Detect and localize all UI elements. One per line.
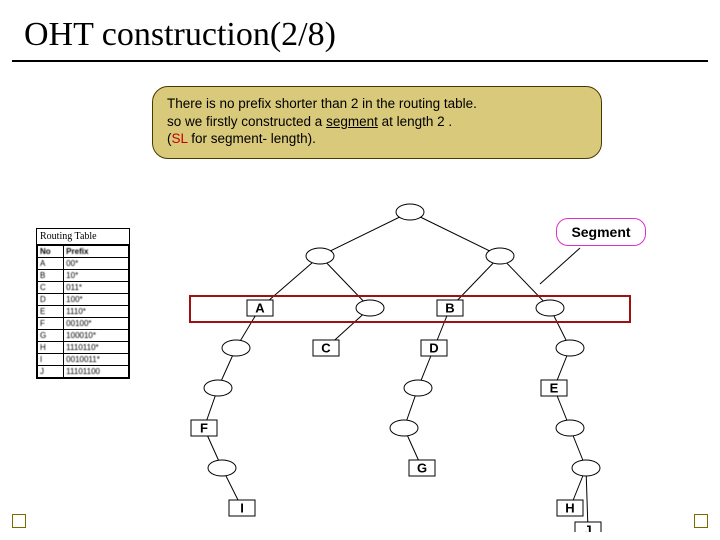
table-row: F00100* <box>38 318 129 330</box>
tree-node <box>404 380 432 396</box>
table-row: B10* <box>38 270 129 282</box>
routing-col: No <box>38 246 64 258</box>
tree-edge <box>586 468 588 530</box>
table-row: D100* <box>38 294 129 306</box>
table-row: C011* <box>38 282 129 294</box>
explanation-callout: There is no prefix shorter than 2 in the… <box>152 86 602 159</box>
tree-node <box>536 300 564 316</box>
routing-col: Prefix <box>64 246 129 258</box>
tree-node-label: C <box>321 340 331 355</box>
callout-line3-b: for segment- length). <box>188 131 316 146</box>
callout-line2-a: so we firstly constructed a <box>167 114 326 129</box>
tree-node <box>390 420 418 436</box>
tree-node <box>208 460 236 476</box>
tree-node-label: J <box>584 522 591 532</box>
corner-square-right <box>694 514 708 528</box>
tree-diagram: A B C D E F G I HJ <box>150 192 690 532</box>
callout-line1: There is no prefix shorter than 2 in the… <box>167 95 587 113</box>
sl-abbrev: SL <box>172 131 188 146</box>
tree-node-label: E <box>550 380 559 395</box>
corner-square-left <box>12 514 26 528</box>
tree-node-label: F <box>200 420 208 435</box>
tree-node-label: I <box>240 500 244 515</box>
routing-table-body: NoPrefix A00*B10*C011*D100*E1110*F00100*… <box>37 245 129 378</box>
segment-word: segment <box>326 114 378 129</box>
table-row: I0010011* <box>38 354 129 366</box>
tree-node <box>396 204 424 220</box>
tree-node <box>486 248 514 264</box>
tree-edge <box>320 212 410 256</box>
tree-edge <box>410 212 500 256</box>
tree-node-label: A <box>255 300 265 315</box>
callout-line2: so we firstly constructed a segment at l… <box>167 113 587 131</box>
tree-node <box>222 340 250 356</box>
tree-node-label: D <box>429 340 438 355</box>
tree-node <box>556 340 584 356</box>
tree-node <box>356 300 384 316</box>
tree-node <box>306 248 334 264</box>
routing-table-title: Routing Table <box>37 229 129 245</box>
table-row: J11101100 <box>38 366 129 378</box>
segment-callout-line <box>540 248 580 284</box>
table-row: G100010* <box>38 330 129 342</box>
tree-node-label: B <box>445 300 454 315</box>
page-title: OHT construction(2/8) <box>24 16 336 54</box>
table-row: H1110110* <box>38 342 129 354</box>
tree-node <box>572 460 600 476</box>
tree-node <box>556 420 584 436</box>
routing-table: Routing Table NoPrefix A00*B10*C011*D100… <box>36 228 130 379</box>
tree-edge <box>320 256 370 308</box>
tree-node-label: H <box>565 500 574 515</box>
tree-node <box>204 380 232 396</box>
tree-node-label: G <box>417 460 427 475</box>
title-underline <box>12 60 708 62</box>
callout-line2-b: at length 2 . <box>378 114 452 129</box>
callout-line3: (SL for segment- length). <box>167 130 587 148</box>
table-row: A00* <box>38 258 129 270</box>
table-row: E1110* <box>38 306 129 318</box>
